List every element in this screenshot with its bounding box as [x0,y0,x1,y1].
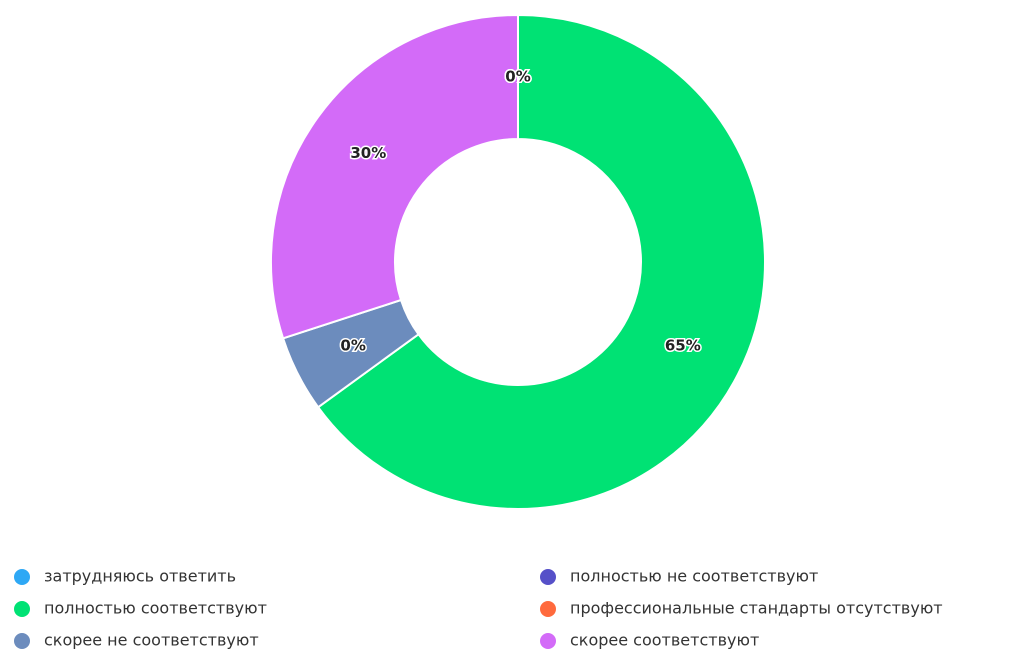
data-label: 30% [350,144,386,162]
data-label: 0% [505,68,530,86]
legend-label: полностью не соответствуют [570,567,818,586]
legend-marker [14,569,30,585]
legend-label: профессиональные стандарты отсутствуют [570,599,943,618]
legend-marker [540,633,556,649]
legend-marker [540,601,556,617]
legend-label: скорее соответствуют [570,631,759,650]
donut-slice [316,13,766,510]
legend-marker [14,601,30,617]
data-label: 0% [505,68,530,86]
legend-label: затрудняюсь ответить [44,567,236,586]
donut-slice [270,13,519,340]
data-label: 0% [505,68,530,86]
legend-label: полностью соответствуют [44,599,267,618]
legend-marker [14,633,30,649]
legend-label: скорее не соответствуют [44,631,259,650]
legend-marker [540,569,556,585]
data-label: 0% [340,336,365,354]
data-label: 65% [665,336,701,354]
